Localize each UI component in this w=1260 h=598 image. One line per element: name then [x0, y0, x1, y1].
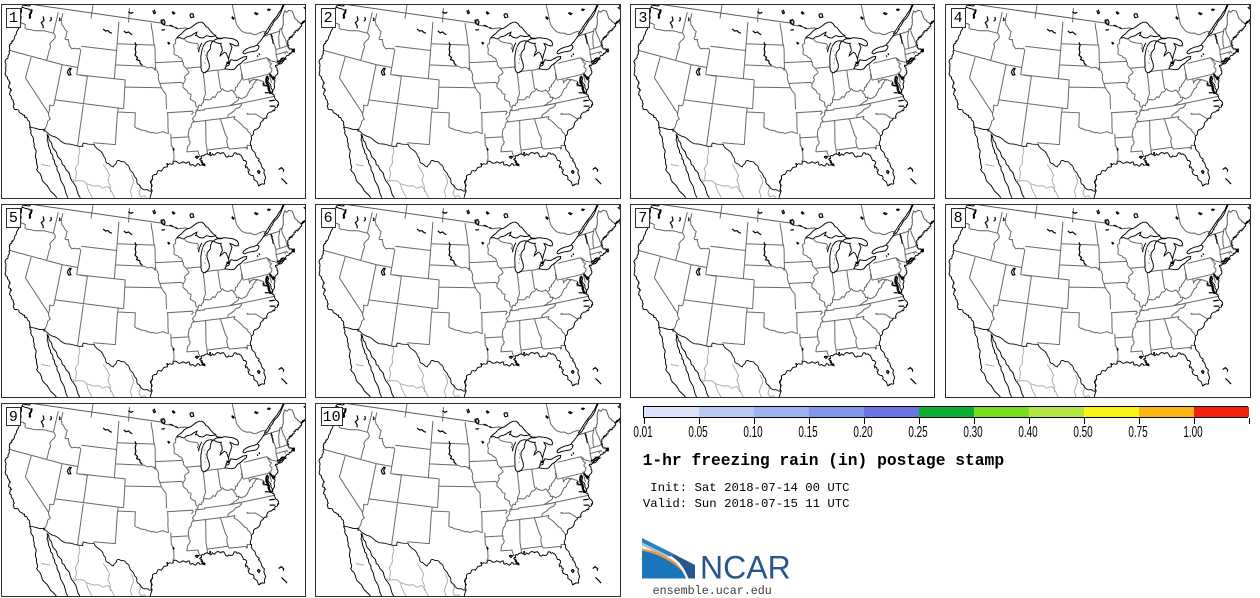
svg-text:NCAR: NCAR [700, 550, 791, 584]
